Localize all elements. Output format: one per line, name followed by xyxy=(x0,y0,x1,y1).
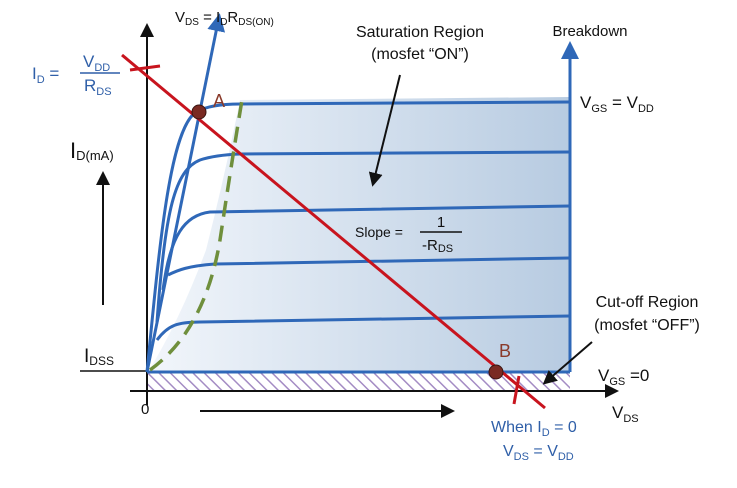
cutoff-region-title: Cut-off Region xyxy=(596,294,699,311)
saturation-region-subtitle: (mosfet “ON”) xyxy=(371,46,469,63)
curve-2 xyxy=(155,150,571,323)
pinch-off-curve xyxy=(148,99,244,372)
vds-equation-label: VDS = IDRDS(ON) xyxy=(175,9,274,28)
id-axis-label: ID(mA) xyxy=(70,138,114,163)
when-id-zero-label: When ID = 0 xyxy=(491,419,577,439)
id-equation-numerator: VDD xyxy=(83,52,110,74)
curve-3 xyxy=(161,204,571,291)
load-line-top-tick xyxy=(129,64,161,72)
saturation-pointer-arrow xyxy=(368,74,401,187)
id-equation-denominator: RDS xyxy=(84,76,112,98)
point-a-label: A xyxy=(213,91,225,111)
load-line-bottom-tick xyxy=(512,375,521,405)
saturation-region-title: Saturation Region xyxy=(356,24,484,41)
breakdown-label: Breakdown xyxy=(552,23,627,40)
point-b-marker xyxy=(488,364,504,380)
vds-axis-label: VDS xyxy=(612,403,639,425)
vds-vdd-label: VDS = VDD xyxy=(503,443,574,463)
vgs-zero-label: VGS =0 xyxy=(598,366,649,388)
point-a-marker xyxy=(191,104,207,120)
slope-label: Slope = xyxy=(355,224,403,240)
slope-numerator: 1 xyxy=(437,214,445,231)
cutoff-region-hatch xyxy=(147,371,570,391)
slope-denominator: -RDS xyxy=(422,237,453,255)
id-equation-lhs: ID = xyxy=(32,64,59,86)
idss-label: IDSS xyxy=(84,346,114,368)
curve-vgs-max xyxy=(145,100,571,373)
cutoff-region-subtitle: (mosfet “OFF”) xyxy=(594,317,700,334)
vgs-vdd-label: VGS = VDD xyxy=(580,93,654,115)
origin-label: 0 xyxy=(141,401,149,418)
point-b-label: B xyxy=(499,341,511,361)
curve-5 xyxy=(155,314,571,341)
cutoff-pointer-arrow xyxy=(542,341,593,385)
